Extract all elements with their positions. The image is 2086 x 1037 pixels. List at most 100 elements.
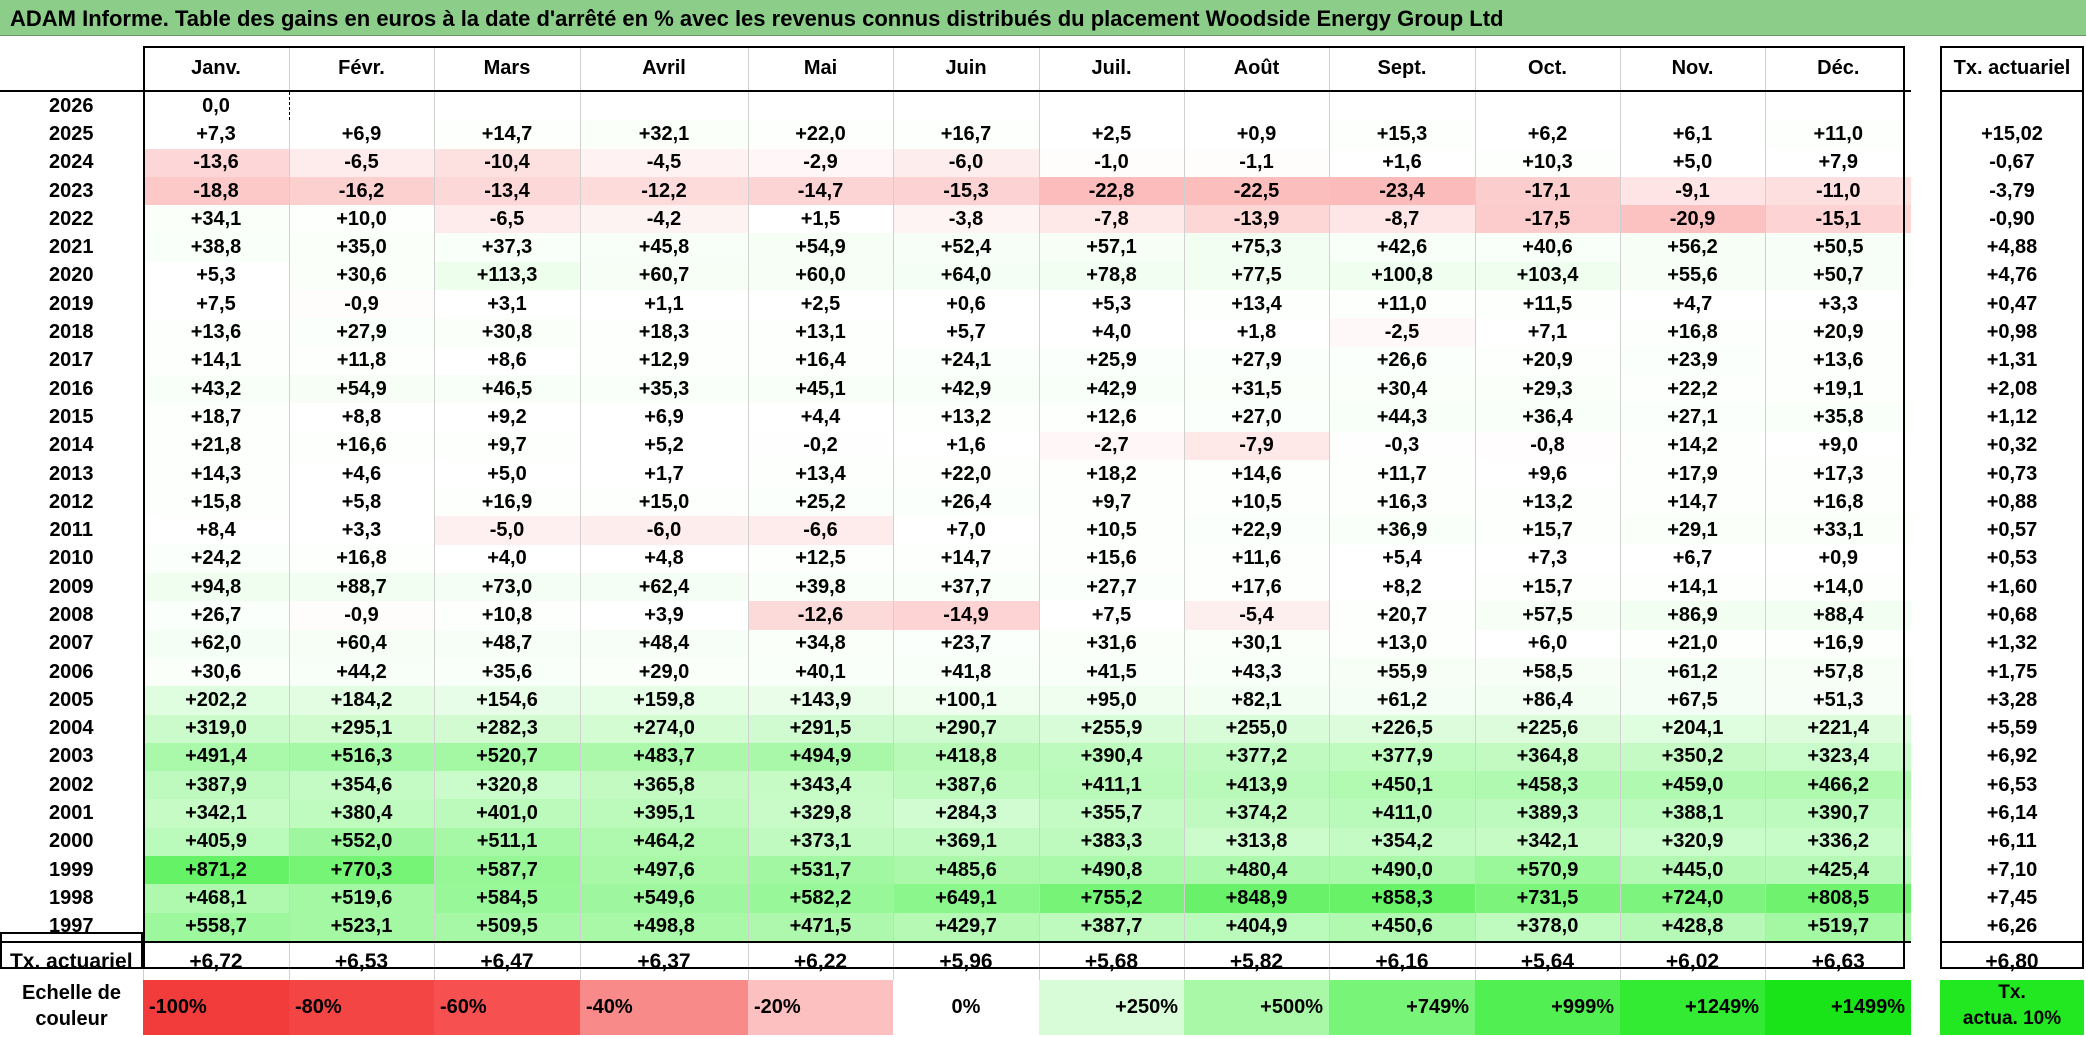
gain-cell: +9,2 bbox=[433, 403, 580, 432]
total-rate-cell: +5,68 bbox=[1038, 940, 1184, 981]
gain-cell: +459,0 bbox=[1619, 771, 1765, 800]
gain-cell: +5,3 bbox=[1038, 290, 1184, 319]
gain-cell: +57,5 bbox=[1474, 601, 1620, 630]
gain-cell: +226,5 bbox=[1328, 714, 1475, 743]
gain-cell: +383,3 bbox=[1038, 827, 1184, 857]
gain-cell: +395,1 bbox=[579, 799, 748, 828]
gain-cell: +11,8 bbox=[288, 346, 434, 375]
total-rate-cell: +6,37 bbox=[579, 940, 748, 981]
gain-cell: +6,2 bbox=[1474, 120, 1620, 149]
gain-cell: +4,0 bbox=[1038, 318, 1184, 347]
gain-cell: +38,8 bbox=[142, 233, 289, 262]
year-cell: 2021 bbox=[49, 236, 94, 259]
gain-cell: +8,2 bbox=[1328, 573, 1475, 602]
gain-cell: -6,5 bbox=[288, 148, 434, 177]
year-cell: 2001 bbox=[49, 802, 94, 825]
gain-cell: -14,7 bbox=[747, 176, 893, 206]
gain-cell: +377,9 bbox=[1328, 742, 1475, 772]
gain-cell: +50,7 bbox=[1764, 261, 1911, 291]
gain-cell: +103,4 bbox=[1474, 261, 1620, 291]
gain-cell: +7,1 bbox=[1474, 318, 1620, 347]
scale-swatch: +1499% bbox=[1765, 980, 1911, 1035]
gain-cell: +62,4 bbox=[579, 573, 748, 602]
gain-cell: +4,7 bbox=[1619, 290, 1765, 319]
gain-cell: +7,5 bbox=[142, 290, 289, 319]
table-row: 2014 +21,8 +16,6 +9,7 +5,2 -0,2 +1,6 -2,7 -7,9 -0… bbox=[0, 431, 1911, 460]
gain-cell: +51,3 bbox=[1764, 686, 1911, 715]
gain-cell: +54,9 bbox=[747, 233, 893, 262]
gain-cell: +10,3 bbox=[1474, 148, 1620, 177]
gain-cell: +24,1 bbox=[892, 346, 1039, 375]
scale-swatch: -60% bbox=[434, 980, 580, 1035]
annual-rate-cell: +1,31 bbox=[1986, 349, 2038, 372]
gain-cell: +282,3 bbox=[433, 714, 580, 743]
year-cell: 1998 bbox=[49, 886, 94, 909]
gain-cell: -13,6 bbox=[142, 148, 289, 177]
gain-cell: -6,0 bbox=[579, 516, 748, 545]
year-cell: 2008 bbox=[49, 603, 94, 626]
gain-cell: +1,7 bbox=[579, 459, 748, 489]
table-row: 2023 -18,8 -16,2 -13,4 -12,2 -14,7 -15,3 -22,8-… bbox=[0, 176, 1911, 206]
year-cell: 1997 bbox=[49, 915, 94, 938]
gain-cell: +255,9 bbox=[1038, 714, 1184, 743]
gain-cell: +30,8 bbox=[433, 318, 580, 347]
color-scale-label: Echelle de couleur bbox=[22, 982, 121, 1030]
gain-cell: +44,3 bbox=[1328, 403, 1475, 432]
gain-cell: -0,2 bbox=[747, 431, 893, 460]
gain-cell: +13,2 bbox=[892, 403, 1039, 432]
total-rate-cell: +6,53 bbox=[288, 940, 434, 981]
scale-swatch: -20% bbox=[748, 980, 893, 1035]
gain-cell: +355,7 bbox=[1038, 799, 1184, 828]
gain-cell: +319,0 bbox=[142, 714, 289, 743]
gain-cell: +225,6 bbox=[1474, 714, 1620, 743]
table-row: 1998 +468,1 +519,6 +584,5 +549,6 +582,2 +649,1… bbox=[0, 884, 1911, 913]
gain-cell: +15,0 bbox=[579, 488, 748, 517]
gain-cell: +13,6 bbox=[142, 318, 289, 347]
gain-cell: +531,7 bbox=[747, 856, 893, 885]
annual-rate-cell: +0,53 bbox=[1986, 547, 2038, 570]
table-row: 2017 +14,1 +11,8 +8,6 +12,9 +16,4 +24,1 +25,9 +2… bbox=[0, 346, 1911, 375]
gain-cell: +8,8 bbox=[288, 403, 434, 432]
annual-rate-cell: +3,28 bbox=[1986, 688, 2038, 711]
gain-cell: +4,0 bbox=[433, 544, 580, 574]
gain-cell: +483,7 bbox=[579, 742, 748, 772]
table-row: 2000 +405,9 +552,0 +511,1 +464,2 +373,1 +369,1… bbox=[0, 827, 1911, 857]
gain-cell: +9,0 bbox=[1764, 431, 1911, 460]
annual-rate-cell: +1,32 bbox=[1986, 632, 2038, 655]
table-row: 2004 +319,0 +295,1 +282,3 +274,0 +291,5 +290,7… bbox=[0, 714, 1911, 743]
year-cell: 2010 bbox=[49, 547, 94, 570]
gain-cell: +82,1 bbox=[1183, 686, 1329, 715]
year-cell: 2022 bbox=[49, 207, 94, 230]
table-row: 2016 +43,2 +54,9 +46,5 +35,3 +45,1 +42,9 +42,9 +… bbox=[0, 374, 1911, 404]
table-row: 2018 +13,6 +27,9 +30,8 +18,3 +13,1 +5,7 +4,0 +1,… bbox=[0, 318, 1911, 347]
gain-cell: +26,4 bbox=[892, 488, 1039, 517]
annual-rate-cell: +1,60 bbox=[1986, 575, 2038, 598]
gain-cell: +858,3 bbox=[1328, 884, 1475, 913]
table-row: 2011 +8,4 +3,3 -5,0 -6,0 -6,6 +7,0 +10,5 +22,9 +3… bbox=[0, 516, 1911, 545]
gain-cell: +354,6 bbox=[288, 771, 434, 800]
annual-rate-cell: +6,14 bbox=[1986, 802, 2038, 825]
gain-cell: +8,4 bbox=[142, 516, 289, 545]
annual-rate-cell: -0,67 bbox=[1989, 151, 2035, 174]
month-header: Mars bbox=[433, 46, 580, 92]
gain-cell: +20,9 bbox=[1474, 346, 1620, 375]
gain-cell: +411,0 bbox=[1328, 799, 1475, 828]
gain-cell: +425,4 bbox=[1764, 856, 1911, 885]
gain-cell: -11,0 bbox=[1764, 176, 1911, 206]
gain-cell: +11,0 bbox=[1328, 290, 1475, 319]
gain-cell: +450,6 bbox=[1328, 912, 1475, 942]
gain-cell: -5,4 bbox=[1183, 601, 1329, 630]
gain-cell: +373,1 bbox=[747, 827, 893, 857]
gain-cell: +11,5 bbox=[1474, 290, 1620, 319]
gain-cell: +45,1 bbox=[747, 374, 893, 404]
gain-cell: +13,6 bbox=[1764, 346, 1911, 375]
gain-cell: +37,7 bbox=[892, 573, 1039, 602]
gain-cell: +5,7 bbox=[892, 318, 1039, 347]
gain-cell: +458,3 bbox=[1474, 771, 1620, 800]
table-row: 2007 +62,0 +60,4 +48,7 +48,4 +34,8 +23,7 +31,6 +… bbox=[0, 629, 1911, 658]
gain-cell: -10,4 bbox=[433, 148, 580, 177]
gain-cell: +6,7 bbox=[1619, 544, 1765, 574]
gain-cell: +2,5 bbox=[747, 290, 893, 319]
gain-cell: -7,9 bbox=[1183, 431, 1329, 460]
gain-cell: +404,9 bbox=[1183, 912, 1329, 942]
